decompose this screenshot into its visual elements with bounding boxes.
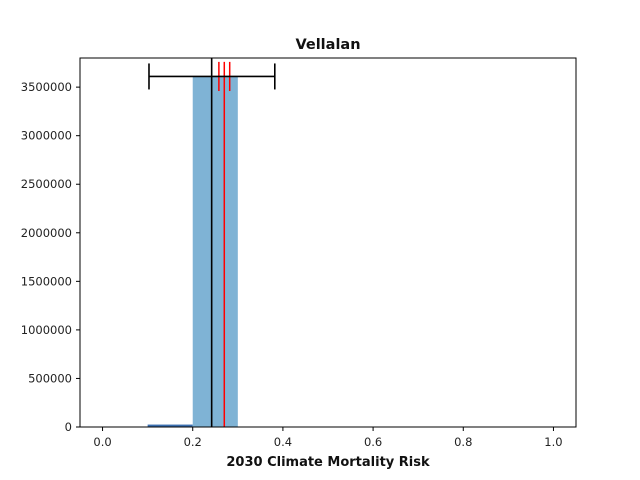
x-tick-label: 0.6 [364,435,382,449]
y-tick-label: 1000000 [21,323,72,337]
y-tick-label: 2000000 [21,226,72,240]
y-axis-ticks: 0 500000 1000000 1500000 2000000 2500000 30000… [21,80,80,434]
y-tick-label: 2500000 [21,177,72,191]
x-axis-title: 2030 Climate Mortality Risk [226,455,430,470]
y-tick-label: 3500000 [21,80,72,94]
x-tick-label: 0.0 [93,435,111,449]
x-tick-label: 1.0 [544,435,562,449]
y-tick-label: 3000000 [21,129,72,143]
chart-title: Vellalan [295,37,360,53]
x-tick-label: 0.8 [454,435,472,449]
x-tick-label: 0.2 [184,435,202,449]
marker-lines [148,58,276,427]
y-tick-label: 1500000 [21,274,72,288]
histogram-bar-1 [192,76,238,427]
y-tick-label: 500000 [28,371,72,385]
plot-frame [79,57,577,428]
y-tick-label: 0 [65,420,72,434]
histogram-bar-0 [147,424,193,427]
histogram-bars [147,76,238,427]
x-axis-ticks: 0.0 0.2 0.4 0.6 0.8 1.0 [93,427,563,449]
x-tick-label: 0.4 [274,435,292,449]
